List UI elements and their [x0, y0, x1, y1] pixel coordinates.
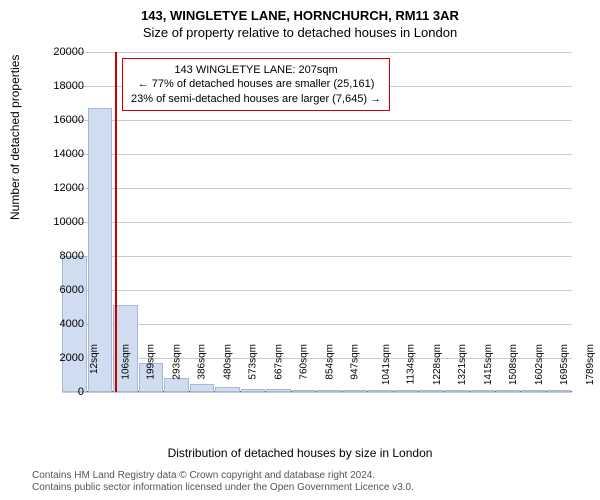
annotation-box: 143 WINGLETYE LANE: 207sqm← 77% of detac… [122, 58, 390, 111]
histogram-bar [241, 389, 266, 392]
histogram-bar [215, 387, 240, 392]
gridline [62, 188, 572, 189]
histogram-bar [419, 390, 444, 392]
gridline [62, 256, 572, 257]
annotation-line3: 23% of semi-detached houses are larger (… [131, 92, 381, 106]
x-tick-label: 12sqm [89, 344, 100, 374]
chart-plot-area: 143 WINGLETYE LANE: 207sqm← 77% of detac… [62, 52, 572, 392]
x-tick-label: 1602sqm [534, 344, 545, 385]
x-tick-label: 199sqm [146, 344, 157, 380]
reference-line [115, 52, 117, 392]
y-tick-label: 12000 [44, 182, 84, 194]
gridline [62, 358, 572, 359]
y-tick-label: 0 [44, 386, 84, 398]
histogram-bar [190, 384, 215, 392]
attribution-line2: Contains public sector information licen… [32, 482, 414, 494]
x-tick-label: 293sqm [171, 344, 182, 380]
x-tick-label: 106sqm [120, 344, 131, 380]
histogram-bar [368, 390, 393, 392]
x-tick-label: 1508sqm [508, 344, 519, 385]
y-tick-label: 2000 [44, 352, 84, 364]
x-tick-label: 947sqm [350, 344, 361, 380]
histogram-bar [470, 390, 495, 392]
y-tick-label: 20000 [44, 46, 84, 58]
x-tick-label: 573sqm [248, 344, 259, 380]
annotation-line2: ← 77% of detached houses are smaller (25… [131, 77, 381, 91]
x-tick-label: 386sqm [197, 344, 208, 380]
gridline [62, 290, 572, 291]
gridline [62, 222, 572, 223]
x-tick-label: 1415sqm [483, 344, 494, 385]
histogram-bar [266, 389, 291, 392]
histogram-bar [547, 390, 572, 392]
y-tick-label: 14000 [44, 148, 84, 160]
histogram-bar [521, 390, 546, 392]
x-tick-label: 760sqm [299, 344, 310, 380]
x-tick-label: 667sqm [273, 344, 284, 380]
histogram-bar [317, 390, 342, 392]
histogram-bar [164, 378, 189, 392]
gridline [62, 52, 572, 53]
gridline [62, 120, 572, 121]
x-tick-label: 1321sqm [457, 344, 468, 385]
x-axis-label: Distribution of detached houses by size … [0, 446, 600, 460]
y-tick-label: 18000 [44, 80, 84, 92]
histogram-bar [445, 390, 470, 392]
histogram-bar [292, 390, 317, 392]
y-tick-label: 6000 [44, 284, 84, 296]
x-tick-label: 1041sqm [381, 344, 392, 385]
y-tick-label: 16000 [44, 114, 84, 126]
x-tick-label: 1695sqm [559, 344, 570, 385]
gridline [62, 392, 572, 393]
y-tick-label: 8000 [44, 250, 84, 262]
x-tick-label: 854sqm [324, 344, 335, 380]
gridline [62, 154, 572, 155]
x-tick-label: 1789sqm [585, 344, 596, 385]
x-tick-label: 1228sqm [432, 344, 443, 385]
gridline [62, 324, 572, 325]
y-tick-label: 10000 [44, 216, 84, 228]
chart-title: 143, WINGLETYE LANE, HORNCHURCH, RM11 3A… [0, 0, 600, 23]
attribution-text: Contains HM Land Registry data © Crown c… [32, 470, 414, 494]
x-tick-label: 1134sqm [405, 344, 416, 384]
x-tick-label: 480sqm [222, 344, 233, 380]
histogram-bar [496, 390, 521, 392]
attribution-line1: Contains HM Land Registry data © Crown c… [32, 470, 414, 482]
chart-subtitle: Size of property relative to detached ho… [0, 23, 600, 40]
y-tick-label: 4000 [44, 318, 84, 330]
y-axis-label: Number of detached properties [8, 55, 22, 220]
annotation-line1: 143 WINGLETYE LANE: 207sqm [131, 63, 381, 77]
histogram-bar [394, 390, 419, 392]
histogram-bar [343, 390, 368, 392]
